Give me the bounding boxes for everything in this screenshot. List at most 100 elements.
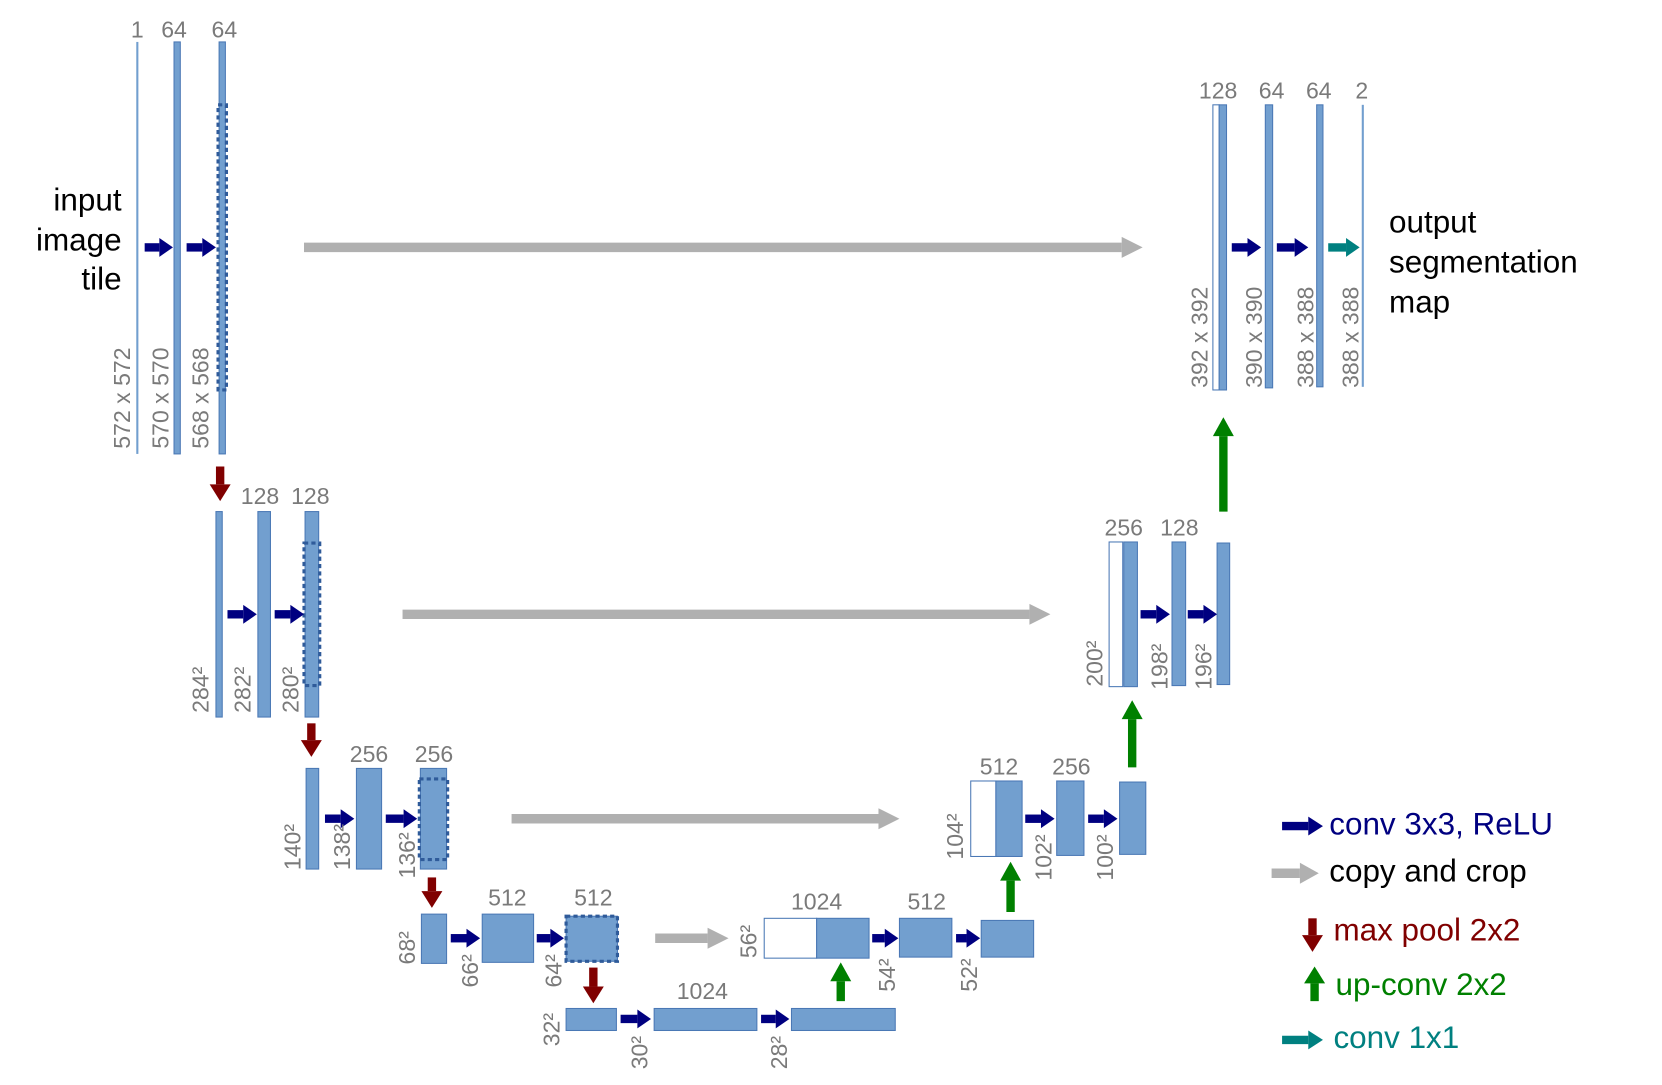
feature-map: [420, 913, 448, 964]
conv-arrow-head: [1156, 604, 1170, 624]
size-label: 68²: [394, 931, 420, 965]
size-label: 284²: [187, 666, 213, 712]
legend-label: copy and crop: [1329, 854, 1526, 889]
feature-map: [565, 915, 618, 962]
size-label: 388 x 388: [1337, 287, 1363, 388]
channel-label: 128: [291, 483, 329, 509]
pool-arrow-head: [421, 891, 443, 908]
conv-arrow-head: [1103, 809, 1118, 829]
conv-arrow-head: [340, 809, 355, 829]
size-label: 568 x 568: [187, 347, 213, 448]
copy-arrow-head: [1121, 236, 1143, 258]
channel-label: 64: [1306, 77, 1332, 103]
feature-map: [355, 767, 383, 870]
conv-arrow-head: [775, 1009, 790, 1029]
input-label: tile: [81, 261, 121, 296]
size-label: 28²: [766, 1036, 792, 1070]
feature-map: [1316, 104, 1324, 388]
channel-label: 128: [241, 483, 279, 509]
output-label: map: [1389, 284, 1450, 319]
size-label: 390 x 390: [1241, 287, 1267, 388]
size-label: 32²: [539, 1013, 565, 1047]
feature-map: [1123, 541, 1138, 688]
size-label: 572 x 572: [109, 347, 135, 448]
size-label: 196²: [1191, 643, 1217, 689]
channel-label: 512: [488, 885, 526, 911]
crop-region: [564, 914, 620, 963]
size-label: 52²: [956, 958, 982, 992]
feature-map: [136, 41, 139, 454]
size-label: 56²: [736, 925, 762, 959]
feature-map: [481, 913, 535, 963]
size-label: 282²: [229, 666, 255, 712]
feature-map: [257, 511, 271, 718]
size-label: 140²: [280, 824, 306, 870]
size-label: 104²: [942, 813, 968, 859]
size-label: 64²: [541, 954, 567, 988]
size-label: 138²: [329, 824, 355, 870]
crop-region: [216, 103, 229, 392]
feature-map: [215, 511, 223, 718]
feature-map: [1171, 541, 1187, 687]
legend-icon-head: [1299, 862, 1319, 884]
legend-label: up-conv 2x2: [1336, 967, 1507, 1002]
copy-arrow-head: [1029, 603, 1051, 625]
conv-arrow-head: [403, 809, 418, 829]
conv-arrow-head: [550, 928, 564, 948]
output-label: output: [1389, 205, 1477, 240]
channel-label: 256: [415, 741, 453, 767]
channel-label: 512: [907, 889, 945, 915]
feature-map: [995, 780, 1023, 857]
channel-label: 64: [212, 17, 238, 43]
conv-arrow-head: [637, 1009, 651, 1029]
feature-map: [565, 1007, 617, 1032]
channel-label: 128: [1160, 514, 1198, 540]
size-label: 100²: [1092, 834, 1118, 880]
pool-arrow-head: [582, 986, 604, 1004]
pool-arrow-head: [300, 740, 322, 757]
channel-label: 128: [1199, 77, 1237, 103]
conv-arrow-head: [1040, 809, 1055, 829]
channel-label: 256: [350, 741, 388, 767]
feature-map: [419, 767, 448, 870]
input-label: image: [36, 222, 122, 257]
copy-arrow-head: [707, 927, 729, 949]
size-label: 388 x 388: [1292, 287, 1318, 388]
conv-arrow-head: [1294, 237, 1309, 257]
crop-region: [417, 777, 450, 862]
feature-map: [1361, 104, 1364, 387]
size-label: 54²: [874, 958, 900, 992]
legend-icon-head: [1308, 1030, 1323, 1050]
channel-label: 64: [161, 17, 187, 43]
conv-arrow-head: [290, 604, 305, 624]
upconv-arrow-head: [1121, 700, 1143, 720]
size-label: 570 x 570: [148, 347, 174, 448]
feature-map: [653, 1007, 758, 1032]
channel-label: 64: [1259, 77, 1285, 103]
size-label: 30²: [627, 1036, 653, 1070]
feature-map: [173, 41, 181, 455]
size-label: 102²: [1030, 834, 1056, 880]
channel-label: 1: [131, 17, 144, 43]
conv1x1-arrow-head: [1346, 237, 1360, 257]
legend-label: max pool 2x2: [1333, 912, 1520, 947]
copy-arrow-head: [878, 808, 900, 830]
feature-map: [1264, 104, 1274, 389]
size-label: 198²: [1147, 643, 1173, 689]
conv-arrow-head: [884, 928, 899, 948]
feature-map: [790, 1007, 896, 1032]
legend-icon-head: [1302, 935, 1323, 952]
channel-label: 512: [574, 885, 612, 911]
conv-arrow-head: [466, 928, 481, 948]
conv-arrow-head: [159, 237, 173, 257]
legend-icon-head: [1304, 966, 1326, 984]
pool-arrow-head: [209, 484, 231, 502]
channel-label: 1024: [791, 889, 842, 915]
channel-label: 512: [980, 754, 1018, 780]
size-label: 280²: [278, 666, 304, 712]
feature-map: [763, 917, 818, 959]
feature-map: [1212, 104, 1220, 391]
feature-map: [1119, 781, 1147, 855]
feature-map: [1216, 542, 1231, 686]
